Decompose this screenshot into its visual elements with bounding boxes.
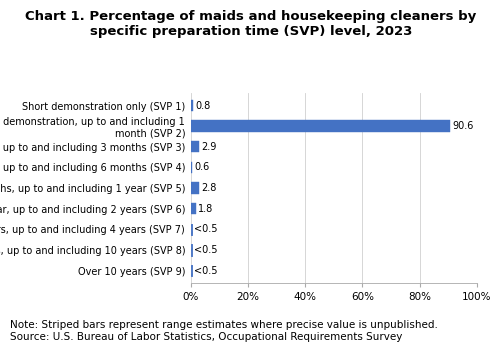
Text: Chart 1. Percentage of maids and housekeeping cleaners by
specific preparation t: Chart 1. Percentage of maids and houseke… xyxy=(26,10,475,38)
Text: 1.8: 1.8 xyxy=(198,204,213,214)
Bar xyxy=(190,203,195,214)
Bar xyxy=(190,224,191,235)
Bar xyxy=(190,244,191,256)
Text: 2.9: 2.9 xyxy=(201,142,216,152)
Bar xyxy=(190,141,199,152)
Bar xyxy=(190,162,192,173)
Text: Note: Striped bars represent range estimates where precise value is unpublished.: Note: Striped bars represent range estim… xyxy=(10,320,437,342)
Text: <0.5: <0.5 xyxy=(194,224,217,234)
Bar xyxy=(190,265,191,276)
Bar xyxy=(190,224,191,235)
Bar xyxy=(190,183,198,194)
Text: <0.5: <0.5 xyxy=(194,245,217,255)
Text: <0.5: <0.5 xyxy=(194,266,217,276)
Bar xyxy=(190,265,191,276)
Bar xyxy=(190,244,191,256)
Text: 0.6: 0.6 xyxy=(194,162,209,172)
Text: 0.8: 0.8 xyxy=(195,100,210,110)
Text: 2.8: 2.8 xyxy=(201,183,216,193)
Bar xyxy=(190,100,193,111)
Text: 90.6: 90.6 xyxy=(452,121,473,131)
Bar xyxy=(190,120,449,132)
